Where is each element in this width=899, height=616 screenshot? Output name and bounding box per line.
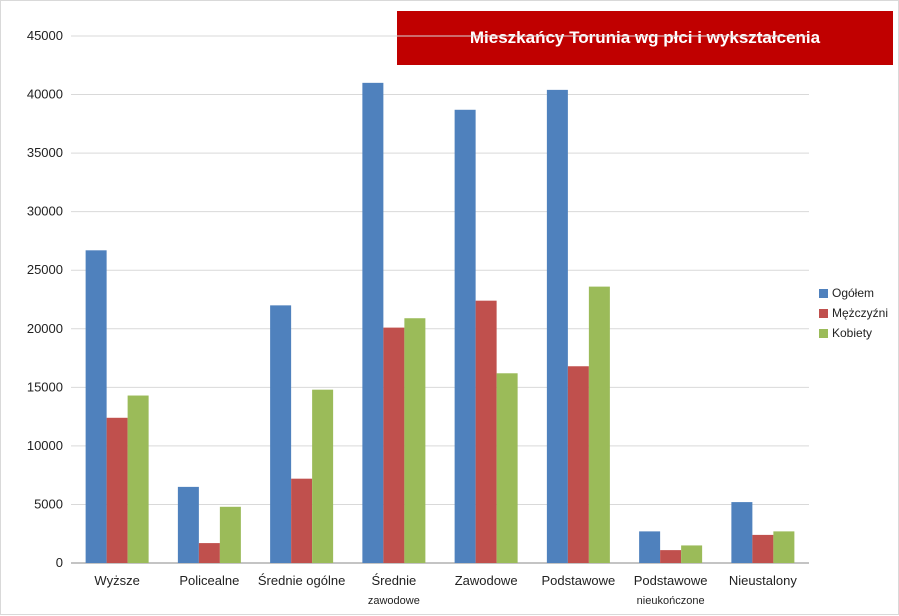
legend-label: Mężczyźni (832, 306, 888, 320)
x-tick-label: Policealne (179, 573, 239, 588)
legend-label: Kobiety (832, 326, 872, 340)
bar-1 (85, 250, 107, 563)
bar-2 (291, 478, 313, 563)
bar-3 (127, 395, 149, 563)
bar-1 (454, 109, 476, 563)
y-tick-label: 25000 (27, 262, 63, 277)
bar-2 (106, 417, 128, 563)
bar-1 (639, 531, 661, 563)
y-tick-label: 0 (56, 555, 63, 570)
bar-2 (198, 543, 220, 563)
bar-1 (546, 89, 568, 564)
bar-1 (362, 82, 384, 563)
x-tick-label: Zawodowe (455, 573, 518, 588)
bar-3 (219, 506, 241, 563)
bar-3 (588, 286, 610, 563)
bar-2 (567, 366, 589, 563)
y-tick-label: 30000 (27, 204, 63, 219)
x-tick-label: Średnie zawodowe (368, 573, 420, 607)
bar-1 (177, 486, 199, 563)
legend-swatch (819, 309, 828, 318)
x-tick-label: Średnie ogólne (258, 573, 345, 588)
bar-3 (496, 373, 518, 563)
bar-1 (270, 305, 292, 563)
legend-label: Ogółem (832, 286, 874, 300)
y-tick-label: 5000 (34, 496, 63, 511)
y-tick-label: 35000 (27, 145, 63, 160)
bar-2 (383, 327, 405, 563)
bar-3 (312, 389, 334, 563)
bar-2 (475, 300, 497, 563)
x-tick-label: Podstawowe nieukończone (634, 573, 708, 607)
y-tick-label: 15000 (27, 379, 63, 394)
bar-3 (773, 531, 795, 563)
legend-swatch (819, 329, 828, 338)
x-tick-label: Podstawowe (542, 573, 616, 588)
y-tick-label: 40000 (27, 87, 63, 102)
bar-3 (404, 318, 426, 563)
y-tick-label: 20000 (27, 321, 63, 336)
chart-title: Mieszkańcy Torunia wg płci i wykształcen… (397, 11, 893, 65)
bar-1 (731, 502, 753, 563)
bar-3 (681, 545, 703, 563)
y-tick-label: 10000 (27, 438, 63, 453)
bar-2 (660, 550, 682, 563)
legend-swatch (819, 289, 828, 298)
x-tick-label: Nieustalony (729, 573, 797, 588)
bar-2 (752, 534, 774, 563)
y-tick-label: 45000 (27, 28, 63, 43)
x-tick-label: Wyższe (94, 573, 139, 588)
